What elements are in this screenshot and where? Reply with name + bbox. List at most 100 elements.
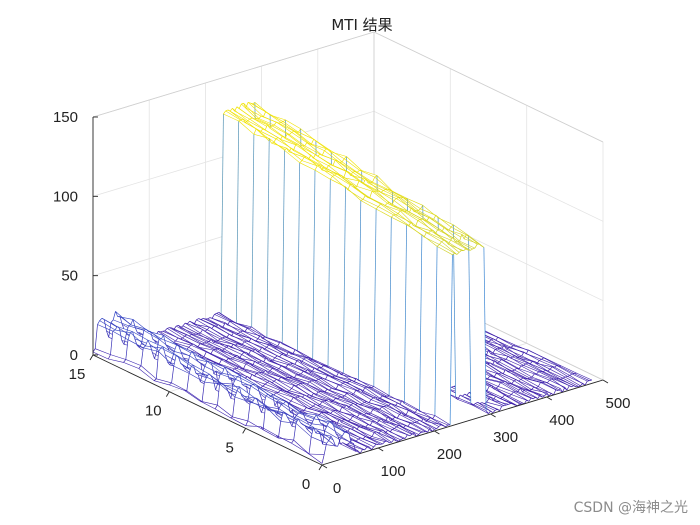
mesh-cell	[200, 329, 218, 341]
mesh-col-line	[487, 378, 503, 383]
mesh-cell	[348, 171, 366, 184]
mesh-cell	[312, 170, 331, 367]
mesh-row-line	[342, 395, 345, 398]
mesh-col-line	[249, 327, 265, 338]
mesh-row-line	[295, 396, 298, 399]
mesh-cell	[158, 347, 177, 367]
mesh-row-line	[362, 195, 366, 200]
mesh-cell	[244, 341, 262, 351]
mesh-row-line	[289, 132, 292, 135]
mesh-col-line	[376, 175, 393, 192]
mesh-row-line	[529, 361, 533, 365]
mesh-row-line	[497, 382, 501, 387]
mesh-col-line	[290, 353, 307, 358]
mesh-cell	[388, 416, 406, 428]
mesh-row-line	[241, 352, 245, 355]
mesh-cell	[368, 399, 387, 407]
mesh-col-line	[312, 358, 329, 367]
mesh-row-line	[376, 420, 380, 424]
mesh-col-line	[527, 362, 544, 372]
mesh-cell	[408, 222, 427, 237]
mesh-cell	[160, 331, 178, 341]
mesh-row-line	[301, 157, 305, 161]
mesh-col-line	[178, 356, 194, 366]
mesh-col-line	[267, 393, 284, 404]
mesh-col-line	[283, 366, 299, 375]
mesh-row-line	[536, 371, 539, 375]
mesh-cell	[251, 134, 270, 338]
mesh-col-line	[290, 363, 306, 373]
mesh-col-line	[207, 329, 223, 339]
mesh-cell	[360, 199, 379, 209]
mesh-col-line	[234, 396, 251, 403]
mesh-col-line	[350, 175, 366, 180]
mesh-cell	[239, 354, 257, 364]
mesh-col-line	[251, 374, 268, 383]
mesh-row-line	[539, 358, 542, 361]
mesh-col-line	[300, 128, 317, 142]
mesh-col-line	[525, 363, 542, 372]
mesh-row-line	[236, 386, 240, 391]
mesh-col-line	[231, 321, 248, 329]
mesh-col-line	[514, 369, 530, 379]
mesh-col-line	[370, 399, 387, 407]
mesh-cell	[372, 408, 391, 421]
mesh-cell	[311, 155, 329, 169]
mesh-cell	[371, 397, 389, 406]
mesh-col-line	[316, 414, 332, 423]
mesh-cell	[389, 217, 407, 404]
mesh-row-line	[332, 174, 335, 177]
mesh-col-line	[273, 345, 289, 353]
mesh-row-line	[462, 393, 465, 397]
mesh-col-line	[249, 378, 266, 385]
mesh-cell	[204, 361, 223, 374]
mesh-cell	[412, 412, 431, 420]
mesh-col-line	[356, 378, 372, 388]
mesh-col-line	[278, 368, 295, 378]
mesh-col-line	[297, 350, 313, 360]
mesh-row-line	[377, 397, 381, 401]
mesh-cell	[324, 148, 342, 163]
mesh-col-line	[487, 363, 504, 375]
mesh-col-line	[418, 210, 434, 220]
mesh-cell	[411, 208, 430, 221]
mesh-row-line	[334, 173, 338, 176]
mesh-cell	[503, 369, 521, 381]
mesh-cell	[191, 322, 210, 330]
mesh-col-line	[250, 385, 267, 397]
mesh-cell	[538, 371, 557, 380]
mesh-row-line	[167, 327, 170, 329]
mesh-col-line	[483, 363, 499, 375]
mesh-cell	[245, 120, 263, 132]
mesh-col-line	[485, 378, 501, 383]
mesh-col-line	[505, 359, 522, 367]
mesh-col-line	[379, 409, 396, 418]
mesh-col-line	[326, 168, 342, 176]
mesh-cell	[389, 202, 408, 212]
mesh-cell	[271, 345, 289, 357]
mesh-col-line	[405, 198, 421, 210]
mesh-col-line	[154, 380, 170, 386]
mesh-col-line	[224, 385, 240, 387]
mesh-cell	[253, 128, 272, 144]
mesh-col-line	[191, 322, 208, 330]
mesh-col-line	[380, 192, 397, 199]
mesh-cell	[174, 344, 192, 356]
mesh-col-line	[343, 407, 360, 415]
mesh-col-line	[346, 156, 362, 171]
mesh-row-line	[143, 345, 146, 349]
mesh-cell	[216, 312, 235, 323]
mesh-row-line	[326, 398, 329, 401]
mesh-cell	[207, 317, 226, 328]
mesh-cell	[234, 106, 253, 120]
mesh-col-line	[184, 390, 201, 402]
mesh-cell	[492, 349, 511, 359]
mesh-cell	[182, 336, 200, 348]
mesh-col-line	[296, 131, 312, 145]
mesh-col-line	[350, 419, 366, 428]
mesh-col-line	[346, 393, 363, 405]
mesh-row-line	[277, 341, 281, 347]
mesh-row-line	[297, 162, 301, 351]
mesh-row-line	[204, 377, 207, 383]
mesh-row-line	[494, 373, 497, 377]
